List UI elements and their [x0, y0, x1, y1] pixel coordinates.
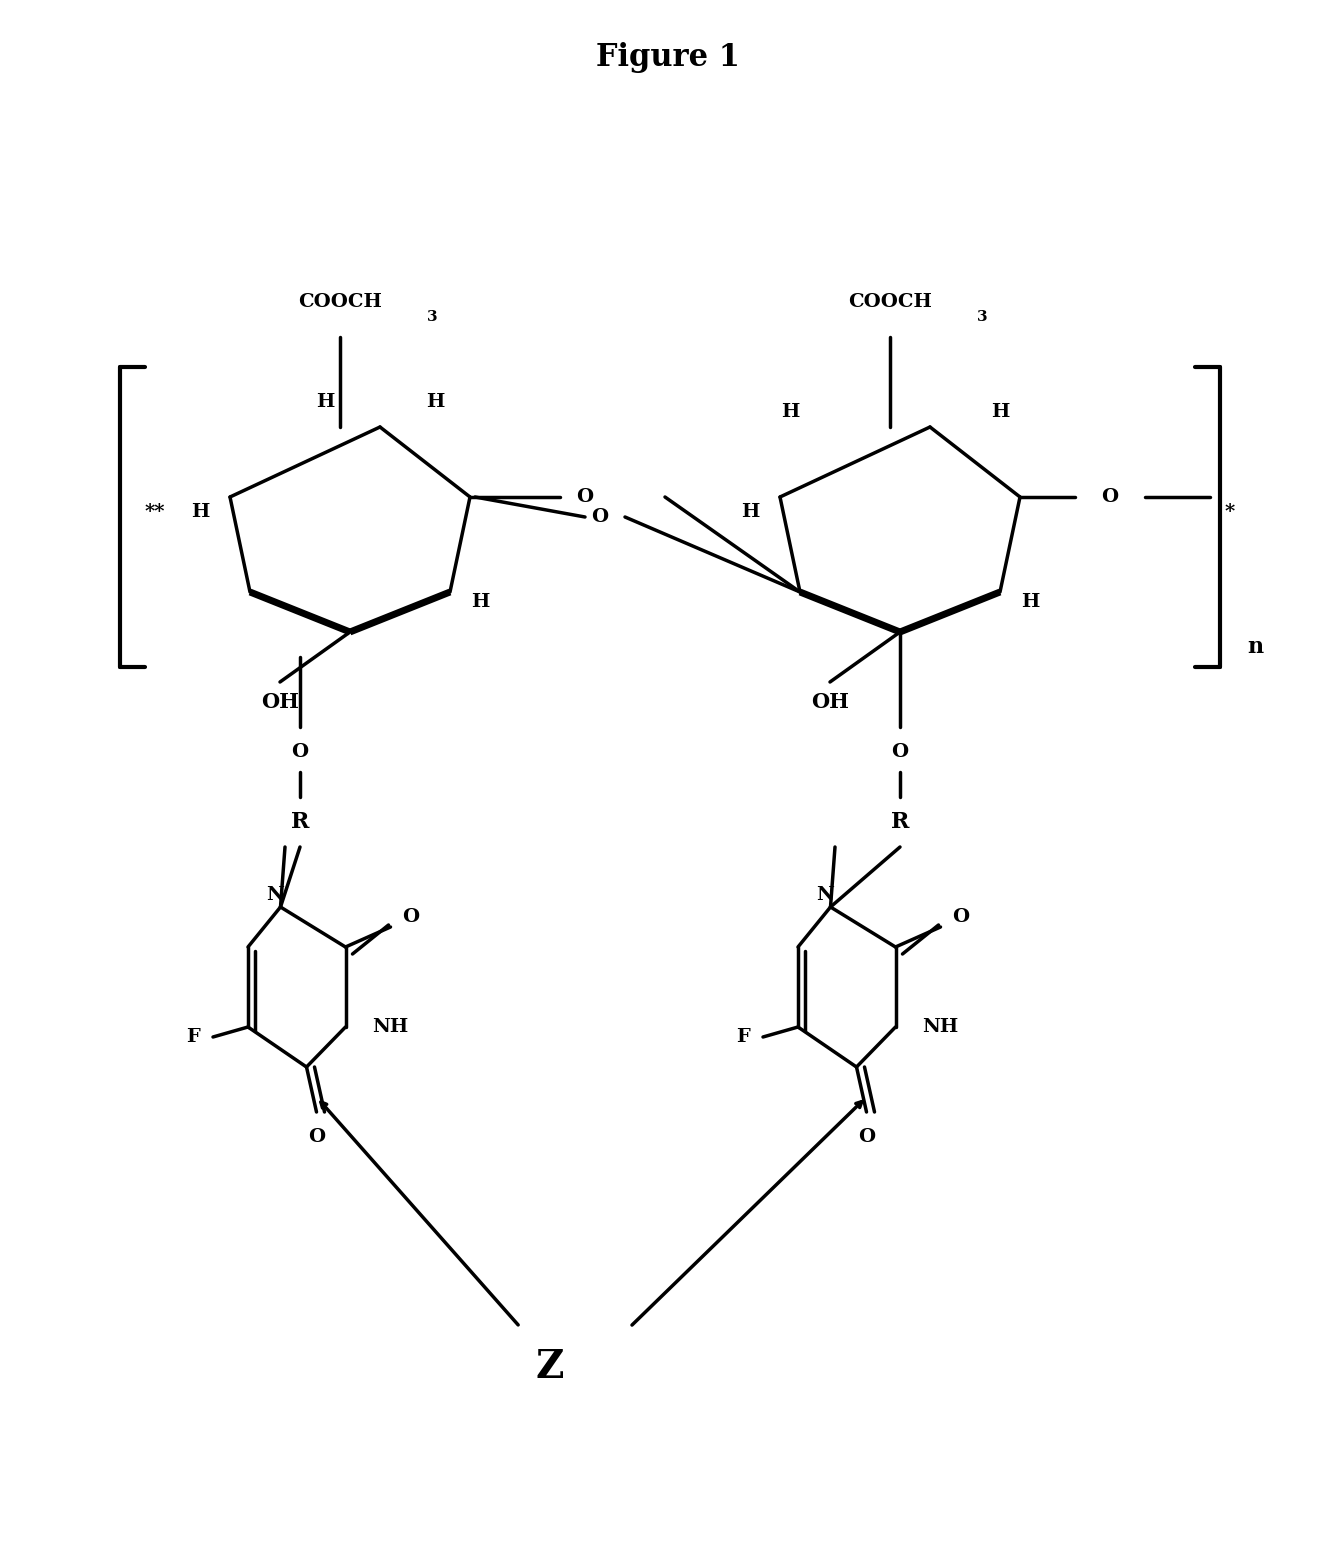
Text: COOCH: COOCH — [298, 293, 382, 310]
Text: *: * — [1225, 503, 1234, 520]
Text: H: H — [315, 393, 334, 411]
Text: COOCH: COOCH — [848, 293, 933, 310]
Text: O: O — [592, 508, 609, 527]
Text: O: O — [307, 1128, 325, 1145]
Text: H: H — [991, 403, 1009, 422]
Text: Z: Z — [536, 1348, 564, 1385]
Text: O: O — [576, 487, 593, 506]
Text: O: O — [858, 1128, 875, 1145]
Text: OH: OH — [811, 693, 848, 711]
Text: H: H — [470, 592, 489, 611]
Text: 3: 3 — [426, 310, 437, 324]
Text: N: N — [267, 885, 285, 904]
Text: H: H — [191, 503, 210, 520]
Text: R: R — [291, 812, 309, 834]
Text: F: F — [736, 1028, 749, 1047]
Text: H: H — [780, 403, 799, 422]
Text: O: O — [953, 907, 969, 926]
Text: N: N — [816, 885, 835, 904]
Text: Figure 1: Figure 1 — [596, 41, 740, 72]
Text: H: H — [1021, 592, 1039, 611]
Text: n: n — [1246, 636, 1263, 658]
Text: O: O — [291, 743, 309, 762]
Text: NH: NH — [922, 1019, 959, 1036]
Text: O: O — [891, 743, 908, 762]
Text: O: O — [1101, 487, 1118, 506]
Text: OH: OH — [261, 693, 299, 711]
Text: F: F — [186, 1028, 200, 1047]
Text: H: H — [426, 393, 444, 411]
Text: H: H — [741, 503, 759, 520]
Text: R: R — [891, 812, 910, 834]
Text: 3: 3 — [977, 310, 987, 324]
Text: **: ** — [144, 503, 166, 520]
Text: O: O — [402, 907, 420, 926]
Text: NH: NH — [373, 1019, 409, 1036]
